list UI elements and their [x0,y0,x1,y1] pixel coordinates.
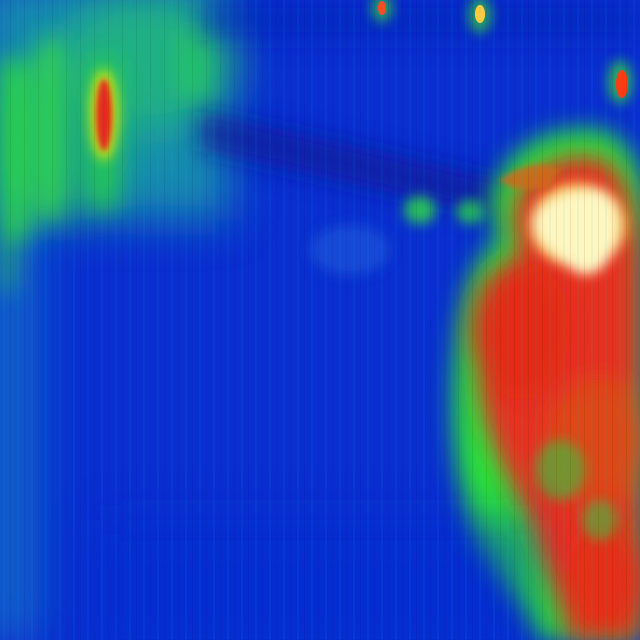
sensor-noise [0,0,640,640]
thermal-image [0,0,640,640]
thermal-scene [0,0,640,640]
